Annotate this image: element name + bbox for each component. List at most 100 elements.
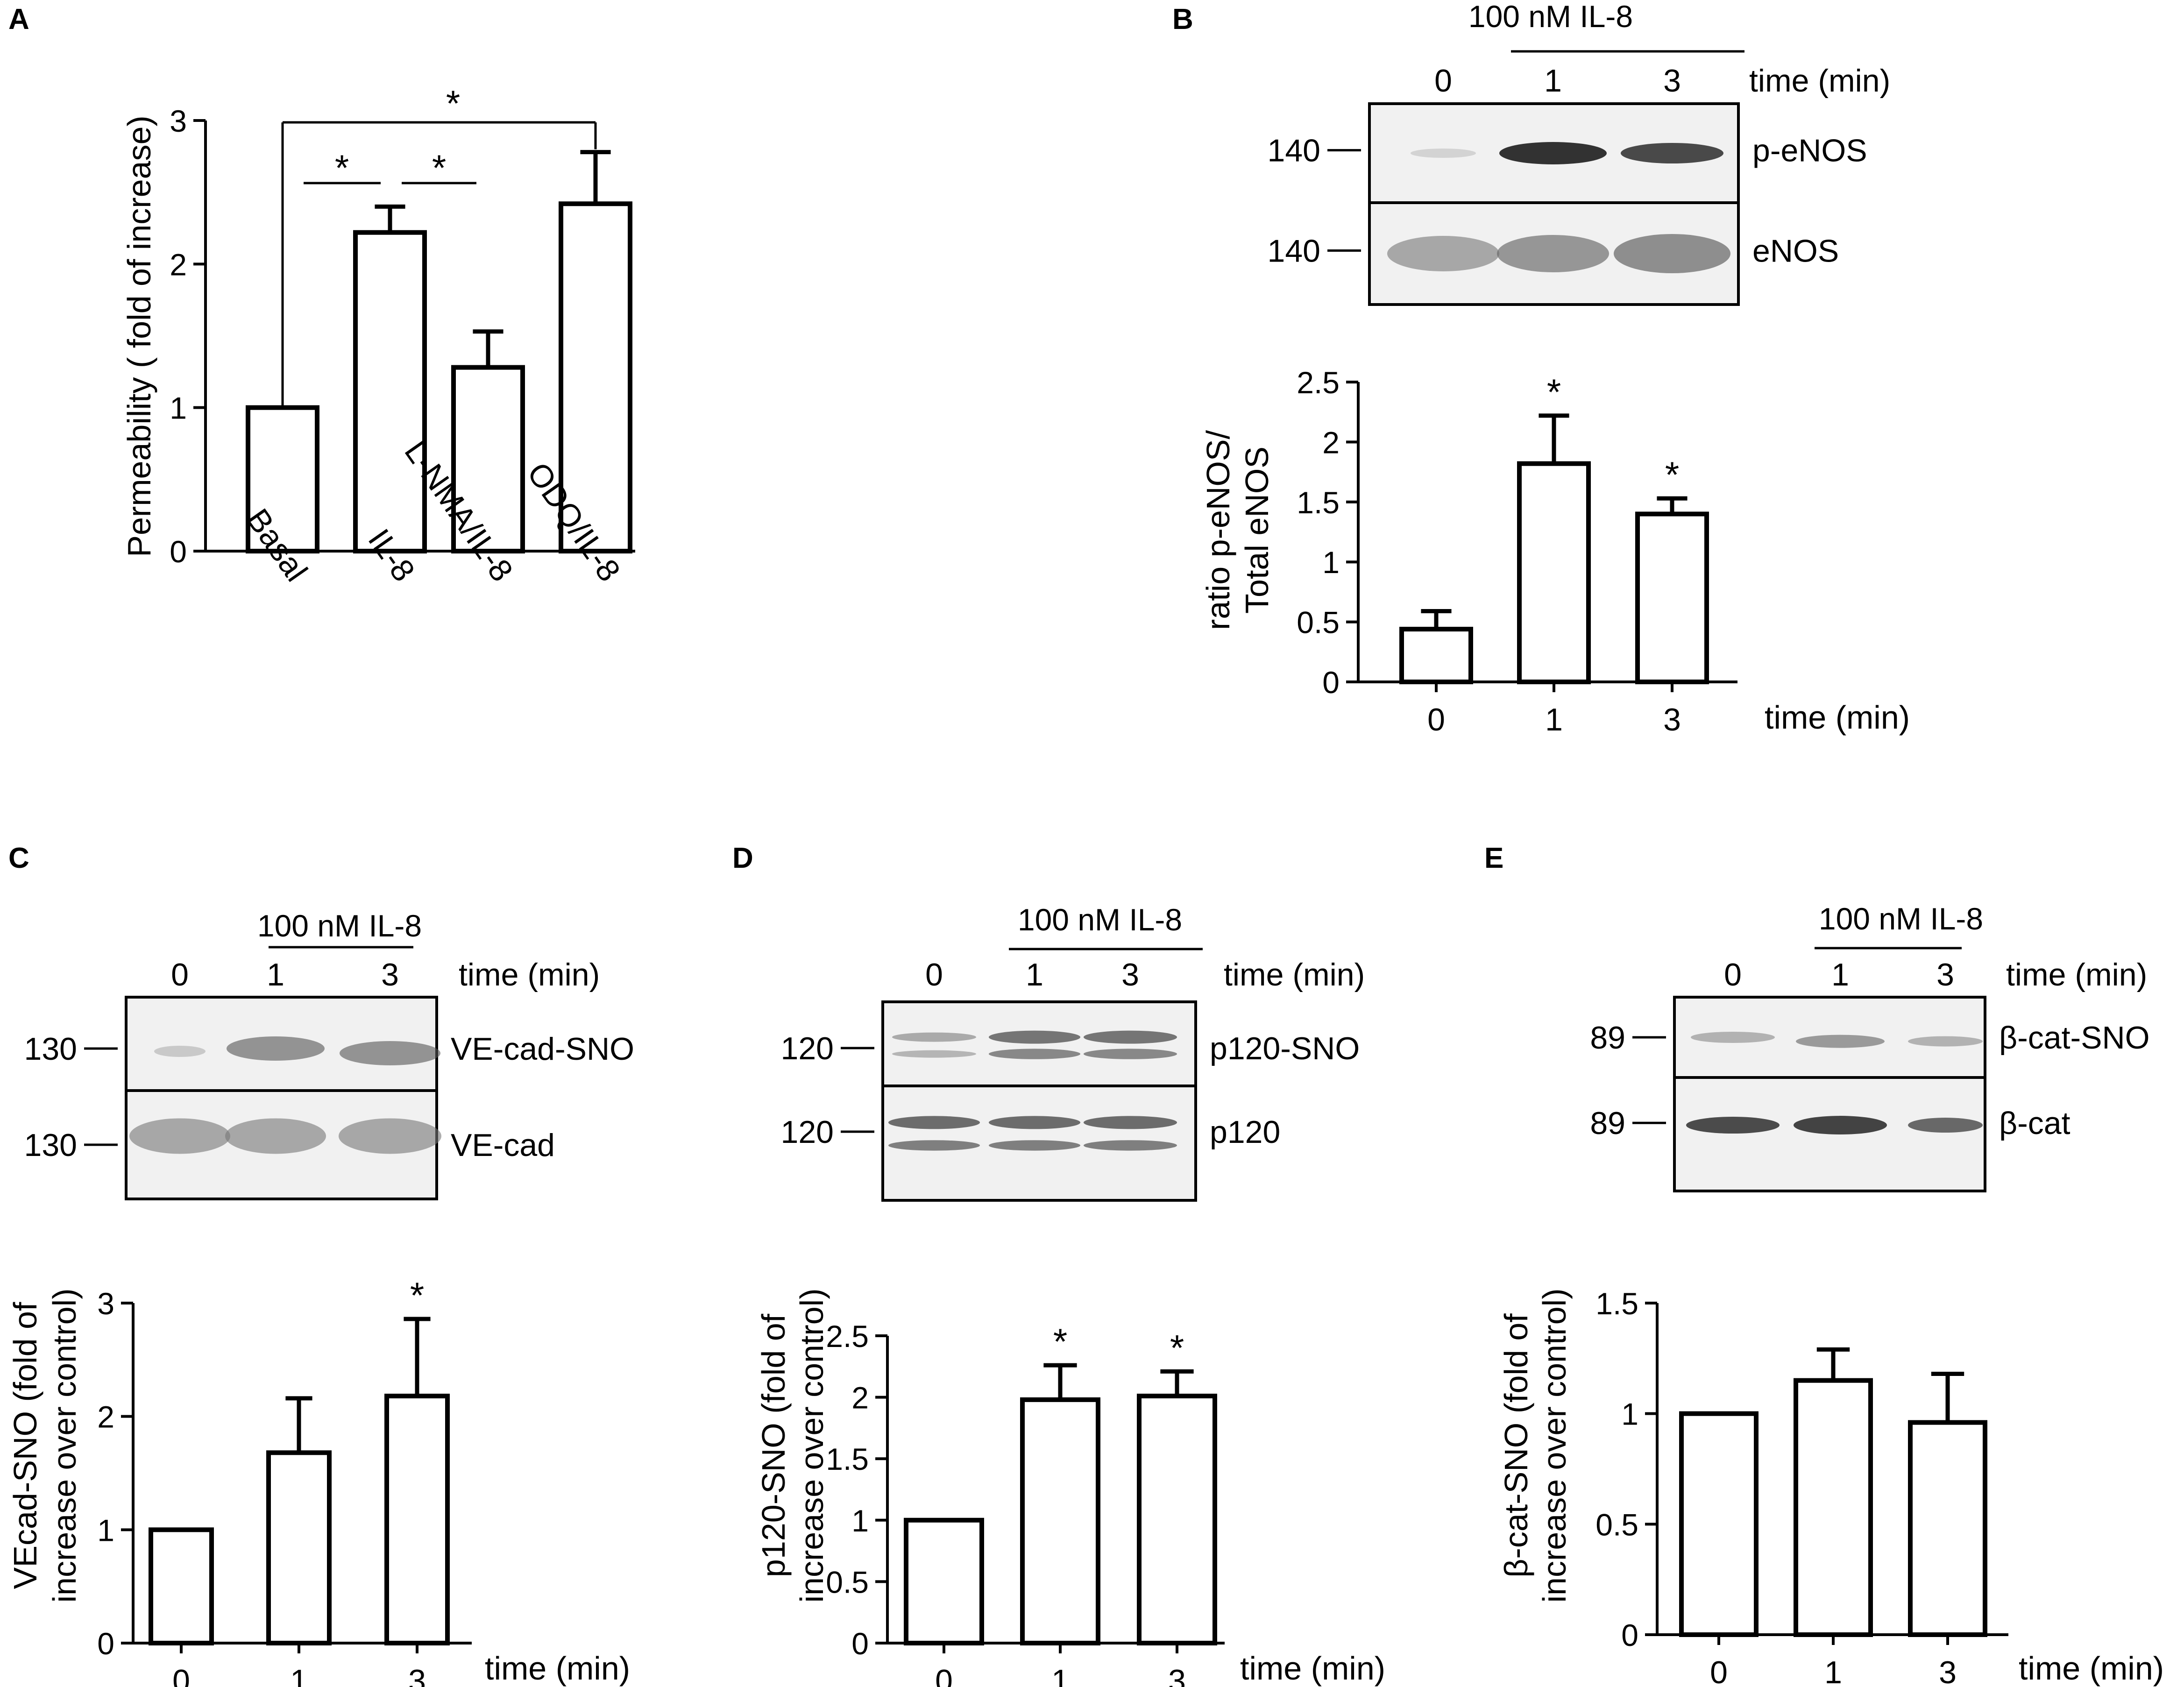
x-axis-title: time (min) — [1765, 699, 1910, 736]
mw-marker-label: 120 — [781, 1031, 834, 1066]
bar — [451, 365, 525, 553]
y-tick-label: 1.5 — [1297, 485, 1340, 520]
y-axis-title: p120-SNO (fold of — [755, 1313, 792, 1577]
protein-band — [1621, 143, 1723, 163]
mw-marker-label: 140 — [1268, 133, 1320, 169]
x-tick-label: 0 — [1427, 702, 1445, 737]
blot-panel-c: 100 nM IL-8 0 1 3 time (min) 130 VE-cad-SNO 130… — [24, 908, 634, 1200]
y-tick-label: 1.5 — [1595, 1286, 1638, 1321]
protein-band — [1908, 1118, 1983, 1133]
blot-panel-b: 100 nM IL-8 0 1 3 time (min) 140 p-eNOS 140 eNOS — [1268, 0, 1890, 306]
mw-marker-label: 120 — [781, 1114, 834, 1150]
time-label: time (min) — [2006, 957, 2147, 992]
y-axis-title: β-cat-SNO (fold of — [1498, 1313, 1534, 1578]
x-tick-label: 3 — [1939, 1655, 1957, 1687]
blot-panel-d: 100 nM IL-8 0 1 3 time (min) 120 p120-SNO 120 p1… — [781, 902, 1365, 1202]
y-axis-title: Permeability ( fold of increase) — [121, 115, 157, 557]
y-tick-label: 0.5 — [826, 1565, 869, 1599]
y-tick-label: 0 — [170, 534, 187, 569]
significance-star: * — [1547, 371, 1561, 412]
protein-band — [892, 1050, 976, 1058]
significance-star: * — [1170, 1327, 1184, 1368]
bar — [353, 230, 427, 554]
blot-panel-e: 100 nM IL-8 0 1 3 time (min) 89 β-cat-SNO 89 β-c… — [1590, 901, 2149, 1192]
chart-panel-d: 0 0.5 1 1.5 2 2.5 0 1 3 * * time (min) — [826, 1319, 1385, 1687]
y-tick-label: 2 — [97, 1400, 114, 1434]
protein-band — [129, 1118, 230, 1154]
protein-band — [1499, 142, 1607, 164]
bar — [1679, 1411, 1759, 1637]
lane-label: 3 — [381, 957, 399, 992]
bar — [1517, 461, 1591, 685]
y-tick-label: 3 — [170, 104, 187, 138]
lane-label: 0 — [1434, 63, 1452, 99]
x-tick-label: 0 — [172, 1663, 190, 1687]
blot-membrane — [881, 1000, 1197, 1087]
bar — [1137, 1393, 1217, 1645]
significance-star: * — [1053, 1321, 1067, 1362]
protein-band — [888, 1116, 980, 1129]
lane-label: 3 — [1663, 63, 1681, 99]
panel-letter: C — [8, 842, 29, 874]
panel-letter: B — [1172, 3, 1193, 35]
chart-panel-c: 0 1 2 3 0 1 3 * time (min) — [97, 1275, 630, 1687]
bar — [1908, 1420, 1987, 1637]
lane-label: 0 — [1724, 957, 1742, 992]
y-axis-title: ratio p-eNOS/ — [1200, 430, 1236, 630]
bar — [904, 1517, 984, 1646]
protein-band — [1084, 1116, 1177, 1129]
protein-band — [1908, 1036, 1983, 1047]
y-axis-title: VEcad-SNO (fold of — [7, 1302, 43, 1589]
protein-band — [227, 1036, 325, 1061]
x-tick-label: 1 — [290, 1663, 308, 1687]
bar — [559, 201, 632, 553]
protein-band — [339, 1118, 441, 1154]
x-axis-title: time (min) — [1240, 1650, 1385, 1687]
significance-star: * — [410, 1275, 424, 1316]
panel-letter: A — [8, 3, 29, 35]
mw-marker-label: 130 — [24, 1031, 77, 1067]
protein-band — [340, 1041, 440, 1065]
bar — [1020, 1397, 1100, 1645]
bar — [1635, 511, 1709, 684]
protein-band — [1084, 1030, 1177, 1044]
lane-label: 1 — [1026, 957, 1043, 992]
y-tick-label: 0 — [851, 1626, 869, 1661]
protein-band — [989, 1116, 1080, 1129]
mw-marker-label: 89 — [1590, 1106, 1625, 1141]
x-tick-label: 0 — [935, 1663, 953, 1687]
protein-band — [1497, 235, 1609, 272]
y-tick-label: 0 — [97, 1626, 114, 1661]
y-tick-label: 1.5 — [826, 1442, 869, 1476]
treatment-label: 100 nM IL-8 — [1819, 901, 1983, 936]
protein-band — [1084, 1140, 1177, 1151]
x-tick-label: 3 — [408, 1663, 426, 1687]
chart-panel-e: 0 0.5 1 1.5 0 1 3 time (min) — [1595, 1286, 2164, 1687]
significance-star: * — [335, 147, 349, 188]
band-label: VE-cad — [451, 1127, 555, 1163]
x-axis-title: time (min) — [485, 1650, 630, 1687]
y-tick-label: 1 — [170, 391, 187, 425]
protein-band — [1387, 236, 1499, 271]
x-axis-title: time (min) — [2019, 1650, 2164, 1687]
mw-marker-label: 140 — [1268, 233, 1320, 269]
time-label: time (min) — [1224, 957, 1365, 992]
treatment-label: 100 nM IL-8 — [1468, 0, 1633, 34]
y-tick-label: 3 — [97, 1286, 114, 1321]
y-axis-title: increase over control) — [1536, 1288, 1573, 1602]
band-label: p120-SNO — [1210, 1031, 1360, 1066]
x-tick-label: 1 — [1824, 1655, 1842, 1687]
protein-band — [892, 1032, 976, 1042]
band-label: p-eNOS — [1752, 133, 1867, 169]
bar — [149, 1527, 214, 1645]
y-tick-label: 2 — [170, 247, 187, 282]
protein-band — [154, 1046, 206, 1057]
x-tick-label: 1 — [1545, 702, 1563, 737]
y-tick-label: 0.5 — [1595, 1507, 1638, 1542]
y-tick-label: 1 — [1322, 545, 1340, 580]
significance-star: * — [1665, 454, 1679, 495]
x-tick-label: 3 — [1168, 1663, 1186, 1687]
protein-band — [989, 1049, 1080, 1059]
y-tick-label: 2 — [851, 1381, 869, 1415]
